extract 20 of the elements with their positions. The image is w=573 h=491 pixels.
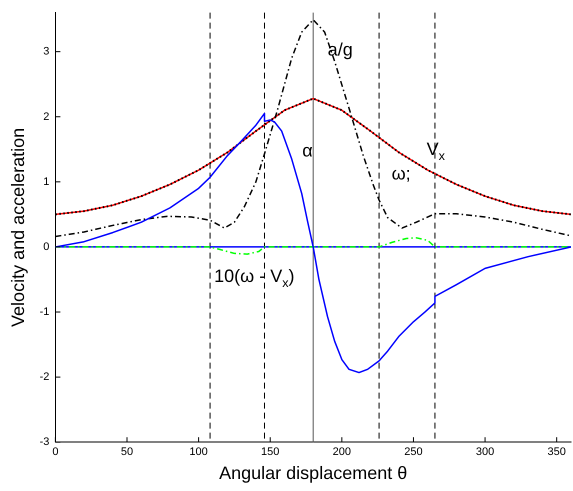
series-label: α (302, 140, 313, 160)
series-label: a/g (328, 40, 353, 60)
x-tick-label: 100 (189, 446, 208, 458)
y-axis-title: Velocity and acceleration (8, 128, 28, 327)
y-tick-label: -1 (40, 306, 50, 318)
y-tick-label: 1 (43, 176, 50, 188)
x-tick-label: 250 (404, 446, 423, 458)
y-tick-label: 3 (43, 46, 50, 58)
y-tick-label: -2 (40, 371, 50, 384)
y-tick-label: 2 (43, 110, 50, 123)
x-tick-label: 300 (476, 446, 494, 458)
x-axis-title: Angular displacement θ (219, 463, 408, 484)
series-label: ω; (392, 164, 411, 184)
x-tick-label: 0 (52, 446, 58, 458)
y-tick-label: 0 (43, 240, 50, 253)
x-tick-label: 350 (548, 446, 566, 458)
x-tick-label: 200 (332, 446, 352, 458)
x-tick-label: 150 (261, 446, 280, 458)
y-tick-label: -3 (40, 436, 50, 448)
x-tick-label: 50 (120, 446, 134, 458)
